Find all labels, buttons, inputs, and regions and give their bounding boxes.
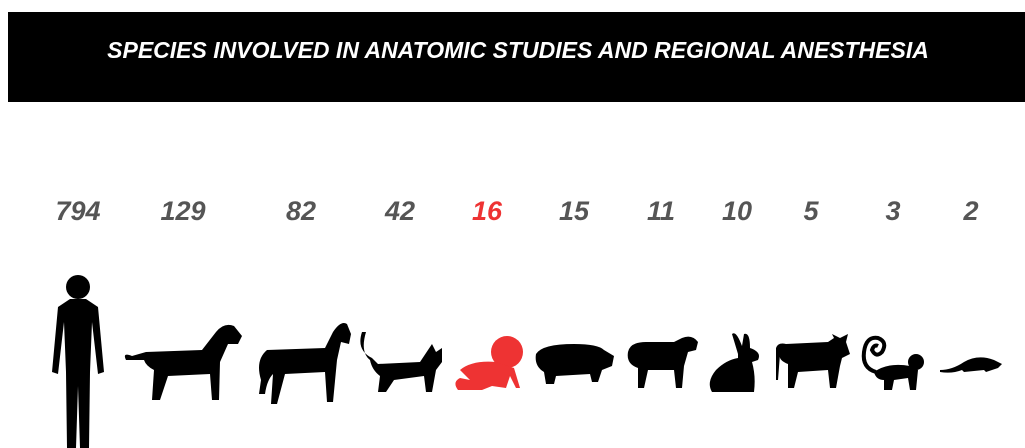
title: SPECIES INVOLVED IN ANATOMIC STUDIES AND… bbox=[107, 37, 929, 63]
pig-icon bbox=[536, 344, 614, 384]
cat-icon bbox=[360, 332, 442, 392]
horse-icon bbox=[259, 323, 351, 404]
count: 10 bbox=[722, 196, 752, 226]
count: 42 bbox=[384, 196, 415, 226]
rabbit-icon bbox=[710, 333, 759, 392]
cow-icon bbox=[776, 334, 850, 388]
rat-icon bbox=[940, 357, 1002, 372]
count: 3 bbox=[885, 196, 900, 226]
infographic: SPECIES INVOLVED IN ANATOMIC STUDIES AND… bbox=[0, 0, 1025, 448]
count: 82 bbox=[286, 196, 316, 226]
count: 15 bbox=[559, 196, 590, 226]
count: 5 bbox=[803, 196, 819, 226]
count: 794 bbox=[55, 196, 100, 226]
dog-icon bbox=[125, 325, 242, 400]
count: 11 bbox=[647, 196, 675, 226]
human-icon bbox=[52, 275, 104, 448]
baby-icon bbox=[455, 336, 523, 390]
sheep-icon bbox=[628, 337, 698, 388]
monkey-icon bbox=[864, 338, 924, 390]
count: 16 bbox=[472, 196, 503, 226]
page: {"header": {"title": "SPECIES INVOLVED I… bbox=[0, 0, 1025, 448]
count: 2 bbox=[962, 196, 978, 226]
count: 129 bbox=[160, 196, 205, 226]
